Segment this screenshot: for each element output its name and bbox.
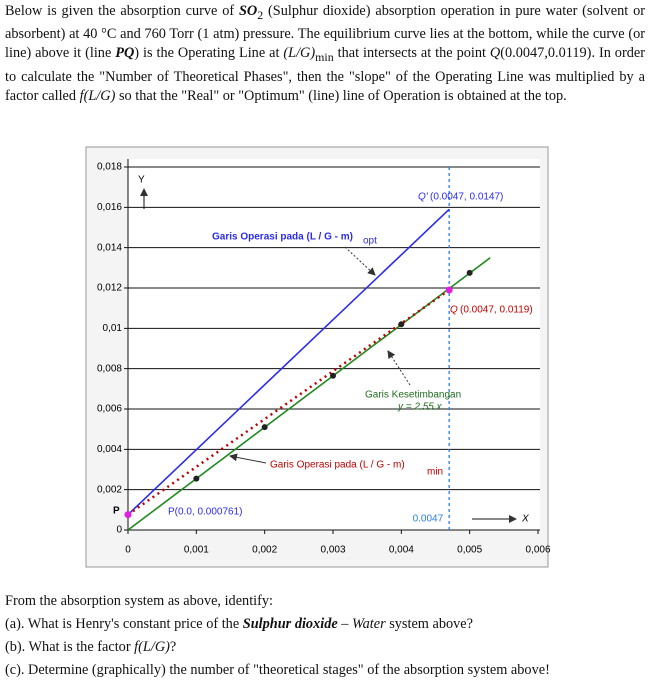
annotation: Garis Operasi pada (L / G - m) <box>212 232 353 243</box>
text: ? <box>169 639 177 655</box>
text: (c). Determine (graphically) the number … <box>5 662 550 678</box>
series-line <box>127 208 450 516</box>
x-tick-label: 0,002 <box>252 545 277 556</box>
text: Sulphur dioxide <box>242 616 338 632</box>
x-tick-label: 0,001 <box>184 545 209 556</box>
annotation: y = 2.55 x <box>397 402 443 413</box>
x-tick-label: 0,003 <box>320 545 345 556</box>
y-tick-label: 0 <box>116 525 122 536</box>
text: From the absorption system as above, ide… <box>5 593 274 609</box>
text: 2 <box>257 7 264 22</box>
annotation: Q <box>450 305 458 316</box>
text: system above? <box>385 616 473 632</box>
x-tick-label: 0,006 <box>525 545 550 556</box>
text: Q <box>489 45 501 62</box>
point <box>445 286 453 294</box>
text: (Sulphur dioxide) absorption operation i… <box>5 3 645 62</box>
text: (0.0047,0.0119). In order to calculate t… <box>5 45 645 104</box>
y-tick-label: 0,018 <box>97 162 122 173</box>
axis-label: X <box>521 514 529 525</box>
text: ) is the Operating Line at <box>134 45 284 62</box>
arrow <box>387 350 411 386</box>
annotation: Garis Operasi pada (L / G - m) <box>270 460 405 471</box>
text: SO <box>238 3 258 19</box>
y-tick-label: 0,01 <box>103 323 123 334</box>
point <box>124 511 132 519</box>
text: Below is given the absorption curve of <box>5 3 239 19</box>
y-tick-label: 0,002 <box>97 484 122 495</box>
text: min <box>315 50 334 65</box>
x-tick-label: 0 <box>125 545 131 556</box>
x-tick-label: 0,004 <box>389 545 414 556</box>
plot-area <box>128 159 540 530</box>
point <box>466 269 473 276</box>
text: f(L/G) <box>79 87 116 104</box>
annotation: opt <box>363 236 377 247</box>
chart: 0 0,002 0,004 0,006 0,008 0,01 0,012 0,014 0,016… <box>85 146 551 568</box>
question: (a). What is Henry's constant price of t… <box>5 613 645 636</box>
y-tick-label: 0,004 <box>97 444 122 455</box>
annotation: (0.0047, 0.0147) <box>430 192 503 203</box>
text: (b). What is the factor <box>5 639 135 655</box>
text: so that the "Real" or "Optimum" (line) l… <box>115 87 567 104</box>
text: Water <box>352 616 386 632</box>
intro: Below is given the absorption curve of S… <box>5 2 645 106</box>
x-tick-label: 0,005 <box>457 545 482 556</box>
text: f(L/G) <box>134 639 170 655</box>
axis-label: Y <box>138 175 145 186</box>
text: PQ <box>115 45 135 62</box>
annotation: Q' <box>418 192 429 203</box>
questions: From the absorption system as above, ide… <box>5 590 645 682</box>
point <box>398 321 405 328</box>
series-line <box>127 257 491 531</box>
arrow <box>344 246 376 276</box>
y-tick-label: 0,006 <box>97 404 122 415</box>
y-tick-label: 0,008 <box>97 363 122 374</box>
annotation: P <box>113 506 120 517</box>
annotation: P(0.0, 0.000761) <box>168 507 243 518</box>
text: (a). What is Henry's constant price of t… <box>5 616 243 632</box>
point <box>193 475 200 482</box>
annotation: min <box>427 467 443 478</box>
arrow <box>229 453 267 464</box>
text: that intersects at the point <box>333 45 490 62</box>
reference-label: 0.0047 <box>413 514 444 525</box>
annotation: (0.0047, 0.0119) <box>460 305 533 316</box>
y-tick-label: 0,016 <box>97 202 122 213</box>
text: (L/G) <box>283 45 316 62</box>
y-tick-label: 0,014 <box>97 242 122 253</box>
y-tick-label: 0,012 <box>97 283 122 294</box>
text: – <box>337 616 352 632</box>
point <box>330 372 336 379</box>
annotation: Garis Kesetimbangan <box>365 390 461 401</box>
point <box>261 424 268 431</box>
question: (b). What is the factor f(L/G)? <box>5 636 645 659</box>
